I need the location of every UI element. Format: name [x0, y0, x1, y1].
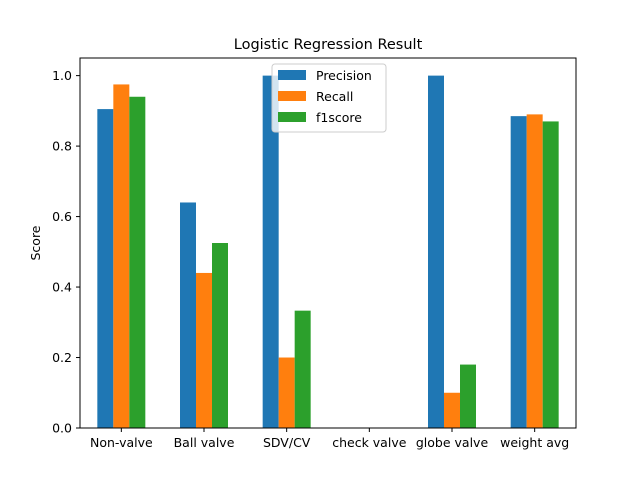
bar-f1score-non-valve: [129, 96, 146, 428]
bar-f1score-globe-valve: [460, 364, 476, 428]
bar-f1score-weight-avg: [542, 121, 559, 429]
y-tick-label: 0.8: [52, 139, 72, 154]
x-tick-label-sdv-cv: SDV/CV: [263, 435, 311, 450]
bar-recall-sdv-cv: [278, 357, 295, 428]
plot-frame: [79, 57, 577, 429]
bar-precision-non-valve: [97, 109, 114, 428]
y-tick-label: 0.0: [52, 421, 72, 436]
bar-recall-globe-valve: [444, 392, 460, 428]
legend-label-f1score: f1score: [316, 110, 362, 125]
legend-label-recall: Recall: [316, 89, 353, 104]
x-tick-label-ball-valve: Ball valve: [174, 435, 235, 450]
legend-swatch-precision: [278, 70, 306, 80]
y-axis-label: Score: [28, 225, 43, 260]
x-tick-label-non-valve: Non-valve: [90, 435, 153, 450]
bars-group: [97, 75, 559, 429]
x-axis: Non-valve Ball valve SDV/CV check valve glob…: [90, 428, 569, 450]
y-tick-label: 0.4: [52, 280, 72, 295]
bar-f1score-sdv-cv: [294, 310, 311, 428]
y-axis: 0.0 0.2 0.4 0.6 0.8 1.0: [52, 68, 80, 436]
y-tick-label: 0.2: [52, 350, 72, 365]
x-tick-label-weight-avg: weight avg: [500, 435, 569, 450]
x-tick-label-globe-valve: globe valve: [416, 435, 489, 450]
bar-recall-ball-valve: [196, 272, 212, 428]
bar-recall-non-valve: [113, 84, 130, 429]
legend-swatch-f1score: [278, 112, 306, 122]
bar-f1score-ball-valve: [212, 243, 228, 428]
y-tick-label: 1.0: [52, 68, 72, 83]
x-tick-label-check-valve: check valve: [332, 435, 406, 450]
bar-precision-ball-valve: [180, 202, 196, 428]
y-tick-label: 0.6: [52, 209, 72, 224]
bar-recall-weight-avg: [526, 114, 543, 428]
chart-title: Logistic Regression Result: [234, 37, 423, 53]
bar-precision-sdv-cv: [262, 75, 279, 429]
legend: Precision Recall f1score: [271, 63, 387, 133]
legend-swatch-recall: [278, 91, 306, 101]
bar-precision-globe-valve: [428, 75, 444, 429]
legend-label-precision: Precision: [316, 68, 372, 83]
bar-precision-weight-avg: [510, 116, 527, 428]
